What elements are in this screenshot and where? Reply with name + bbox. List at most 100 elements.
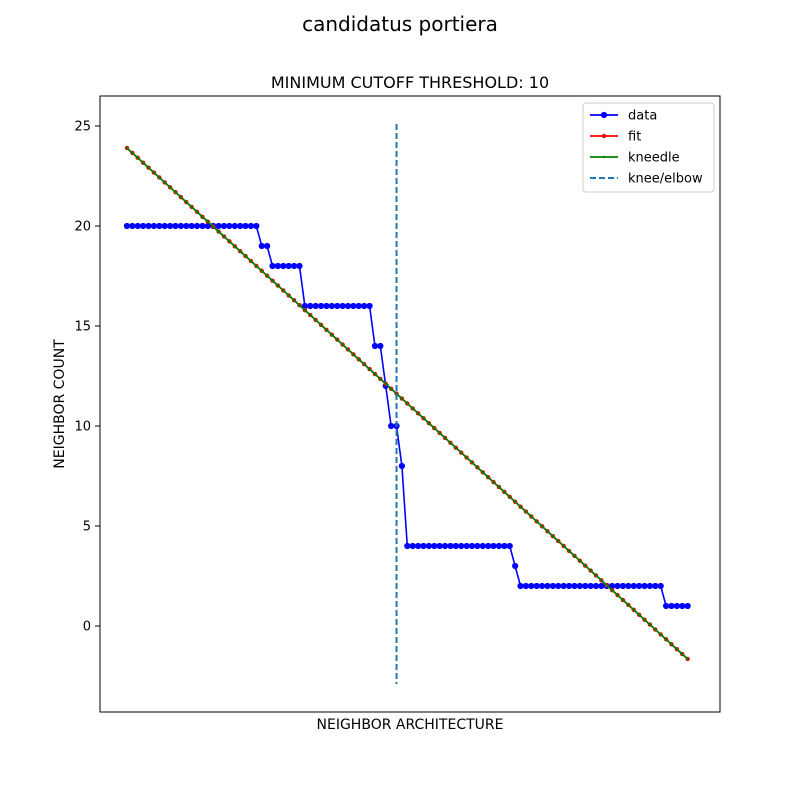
kneedle-point <box>303 309 306 312</box>
data-point <box>280 262 287 270</box>
data-point <box>474 542 481 550</box>
kneedle-point <box>179 196 182 199</box>
data-point <box>565 582 573 590</box>
data-point <box>350 302 357 310</box>
data-point <box>576 582 583 590</box>
data-point <box>549 582 556 590</box>
kneedle-point <box>632 608 635 611</box>
data-point <box>598 582 605 590</box>
data-point <box>312 302 319 310</box>
kneedle-point <box>627 603 630 607</box>
kneedle-point <box>670 643 673 646</box>
kneedle-point <box>314 318 317 322</box>
data-point <box>479 542 486 550</box>
plot-area <box>99 95 721 713</box>
data-point <box>183 222 190 230</box>
data-point <box>528 582 535 590</box>
kneedle-point <box>416 412 420 415</box>
kneedle-point <box>454 446 457 449</box>
data-point <box>609 582 616 590</box>
data-point <box>614 582 621 590</box>
kneedle-point <box>648 623 652 626</box>
data-point <box>463 542 470 550</box>
kneedle-point <box>244 254 247 258</box>
data-point <box>485 542 492 550</box>
data-point <box>517 582 524 590</box>
data-point <box>512 562 519 570</box>
kneedle-point <box>584 564 587 567</box>
kneedle-point <box>352 353 355 356</box>
kneedle-point <box>336 338 339 341</box>
data-point <box>334 302 341 310</box>
data-point <box>140 222 147 230</box>
kneedle-point <box>379 377 382 381</box>
data-point <box>388 422 395 430</box>
y-tick-label: 25 <box>74 120 91 135</box>
data-point <box>495 542 503 550</box>
data-point <box>307 302 314 310</box>
data-point <box>361 302 368 310</box>
data-point <box>398 462 406 470</box>
kneedle-point <box>158 176 161 179</box>
kneedle-point <box>675 648 678 651</box>
y-axis-ticks: 0 5 10 15 20 25 <box>74 120 100 635</box>
kneedle-point <box>497 485 501 489</box>
chart-title: MINIMUM CUTOFF THRESHOLD: 10 <box>271 73 549 92</box>
data-point <box>317 302 325 310</box>
data-point <box>371 342 379 350</box>
kneedle-point <box>643 618 646 621</box>
kneedle-point <box>411 407 414 410</box>
data-point <box>156 222 163 230</box>
kneedle-point <box>594 574 598 577</box>
kneedle-point <box>433 426 436 430</box>
y-axis-label: NEIGHBOR COUNT <box>52 339 68 469</box>
y-tick-label: 10 <box>74 420 91 435</box>
data-point <box>544 582 551 590</box>
data-point <box>226 222 233 230</box>
kneedle-point <box>611 589 614 592</box>
kneedle-point <box>292 299 296 302</box>
data-point <box>452 542 459 550</box>
kneedle-point <box>206 220 209 223</box>
kneedle-point <box>330 333 333 336</box>
data-point <box>258 242 265 250</box>
kneedle-point <box>368 368 371 371</box>
data-point <box>274 262 282 270</box>
kneedle-point <box>325 328 328 331</box>
kneedle-point <box>605 584 608 587</box>
kneedle-point <box>681 652 684 656</box>
kneedle-point <box>168 186 172 189</box>
data-point <box>253 222 260 230</box>
data-point <box>625 582 632 590</box>
legend-label-data: data <box>628 109 657 124</box>
data-point <box>592 582 600 590</box>
data-point <box>468 542 476 550</box>
kneedle-point <box>654 628 657 631</box>
data-point <box>414 542 422 550</box>
y-tick-label: 0 <box>83 620 91 635</box>
kneedle-point <box>546 530 549 533</box>
kneedle-point <box>363 363 366 366</box>
figure-title: candidatus portiera <box>302 12 498 36</box>
data-point <box>420 542 427 550</box>
data-point <box>242 222 249 230</box>
data-point <box>652 582 659 590</box>
data-point <box>166 222 174 230</box>
data-point <box>344 302 352 310</box>
kneedle-point <box>562 544 565 548</box>
kneedle-point <box>271 279 274 282</box>
kneedle-point <box>567 549 571 553</box>
kneedle-point <box>239 250 242 253</box>
data-point <box>285 262 292 270</box>
data-point <box>533 582 540 590</box>
data-point <box>328 302 335 310</box>
kneedle-point <box>222 235 226 238</box>
data-point <box>662 602 670 610</box>
legend-box <box>582 102 715 193</box>
kneedle-point <box>686 657 689 661</box>
data-point <box>366 302 373 310</box>
kneedle-point <box>185 200 188 204</box>
kneedle-point <box>460 451 463 454</box>
data-point <box>150 222 158 230</box>
data-point <box>646 582 654 590</box>
